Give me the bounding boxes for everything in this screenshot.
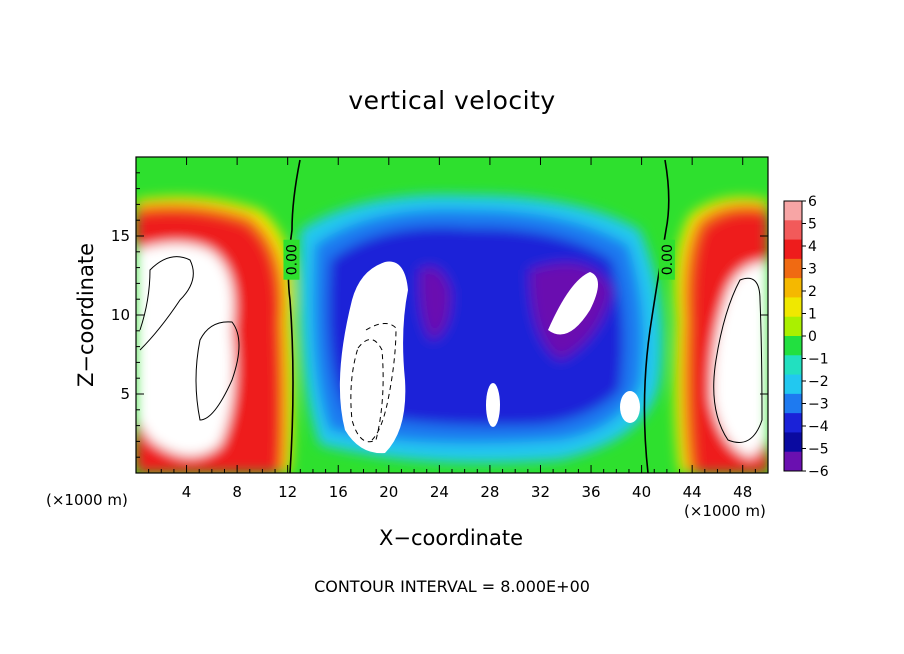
x-tick-label: 48 xyxy=(733,483,752,501)
x-tick-label: 8 xyxy=(232,483,242,501)
downdraft-core xyxy=(339,261,408,454)
colorbar-label: 3 xyxy=(808,262,817,278)
negative-contour xyxy=(350,339,384,443)
colorbar-swatch xyxy=(784,316,802,337)
colorbar-label: 6 xyxy=(808,194,817,210)
x-tick-label: 28 xyxy=(480,483,499,501)
y-tick-label: 15 xyxy=(111,227,130,245)
colorbar-swatch xyxy=(784,432,802,453)
colorbar-swatch xyxy=(784,297,802,318)
x-tick-label: 32 xyxy=(531,483,550,501)
zero-contour xyxy=(287,159,301,473)
colorbar-label: 5 xyxy=(808,217,817,233)
y-axis-label: Z−coordinate xyxy=(74,243,98,387)
x-unit-label-left: (×1000 m) xyxy=(46,491,128,509)
contour-label-bg xyxy=(658,239,675,280)
zero-contour xyxy=(643,159,670,473)
colorbar-label: 4 xyxy=(808,239,817,255)
colorbar-label: −5 xyxy=(808,442,829,458)
x-tick-label: 16 xyxy=(329,483,348,501)
colorbar-swatch xyxy=(784,258,802,279)
x-axis-label: X−coordinate xyxy=(379,526,523,550)
contour-labels: 0.00 0.00 xyxy=(283,239,676,280)
colorbar-label: −6 xyxy=(808,464,829,480)
colorbar-swatch xyxy=(784,336,802,356)
colorbar-swatch xyxy=(784,355,802,376)
downdraft-core xyxy=(620,391,640,423)
colorbar-swatch xyxy=(784,413,802,433)
x-tick-label: 36 xyxy=(581,483,600,501)
contour-label-bg xyxy=(283,239,300,280)
colorbar-label: 1 xyxy=(808,307,817,323)
x-tick-label: 12 xyxy=(278,483,297,501)
heatmap-field xyxy=(136,157,768,473)
downdraft-core xyxy=(486,383,500,427)
x-tick-label: 4 xyxy=(182,483,192,501)
negative-contour xyxy=(365,323,397,441)
colorbar-label: 0 xyxy=(808,329,817,345)
positive-contour xyxy=(195,321,240,421)
colorbar-swatch xyxy=(784,374,802,395)
x-tick-label: 20 xyxy=(379,483,398,501)
y-tick-label: 10 xyxy=(111,306,130,324)
x-tick-label: 24 xyxy=(430,483,449,501)
colorbar-label: 2 xyxy=(808,284,817,300)
downdraft-core xyxy=(548,272,598,335)
x-unit-label-right: (×1000 m) xyxy=(684,502,766,520)
y-tick-label: 5 xyxy=(120,385,130,403)
colorbar: 6 5 4 3 2 1 0 −1 −2 −3 −4 −5 −6 xyxy=(783,194,829,480)
colorbar-swatch xyxy=(784,451,802,472)
colorbar-swatch xyxy=(784,220,802,241)
colorbar-swatch xyxy=(784,393,802,414)
x-tick-label: 40 xyxy=(632,483,651,501)
colorbar-swatch xyxy=(784,201,802,221)
contour-label: 0.00 xyxy=(284,244,300,275)
colorbar-label: −2 xyxy=(808,374,829,390)
contour-label: 0.00 xyxy=(660,244,676,275)
colorbar-swatch xyxy=(784,278,802,298)
colorbar-label: −1 xyxy=(808,352,829,368)
colorbar-label: −4 xyxy=(808,419,829,435)
chart-title: vertical velocity xyxy=(348,86,556,115)
colorbar-label: −3 xyxy=(808,397,829,413)
positive-contour xyxy=(139,256,194,351)
contour-interval-text: CONTOUR INTERVAL = 8.000E+00 xyxy=(314,577,590,596)
positive-contour xyxy=(713,277,763,443)
x-tick-label: 44 xyxy=(683,483,702,501)
colorbar-swatch xyxy=(784,239,802,260)
